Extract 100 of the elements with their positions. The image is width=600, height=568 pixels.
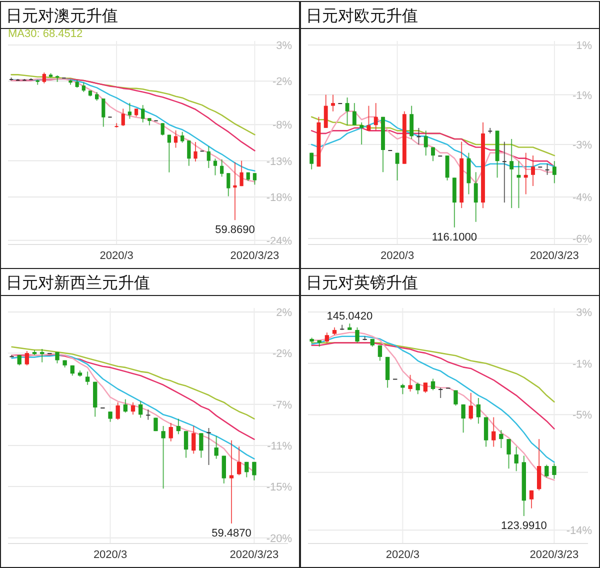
candlestick <box>180 131 184 144</box>
y-tick-label: -5% <box>572 410 592 422</box>
candlestick <box>484 416 488 448</box>
candlestick <box>176 418 181 435</box>
candlestick <box>236 446 242 476</box>
y-tick-label: 3% <box>276 40 292 52</box>
candlestick <box>121 108 125 127</box>
y-tick-label: 2% <box>276 307 292 319</box>
candlestick <box>128 102 132 120</box>
candlestick <box>536 438 542 491</box>
candlestick <box>454 390 458 406</box>
candlestick <box>502 141 506 204</box>
candlestick <box>24 350 30 366</box>
candlestick <box>506 438 511 470</box>
candlestick <box>130 402 136 416</box>
candlestick <box>324 94 328 128</box>
y-tick-label: -8% <box>272 120 292 132</box>
candlestick <box>233 162 237 221</box>
candlestick <box>514 446 518 472</box>
x-tick-label: 2020/3 <box>93 549 128 561</box>
y-tick-label: -18% <box>266 192 292 204</box>
candlestick <box>445 155 450 181</box>
candlestick <box>474 172 478 222</box>
x-tick-label: 2020/3/23 <box>530 549 579 561</box>
candlestick <box>408 374 412 392</box>
candlestick <box>184 430 188 458</box>
candlestick <box>374 102 378 132</box>
candlestick <box>324 332 330 344</box>
y-tick-label: -7% <box>272 399 292 412</box>
candlestick <box>395 152 400 181</box>
y-tick-label: -14% <box>566 525 592 538</box>
candlestick <box>345 97 350 126</box>
candlestick <box>174 130 178 148</box>
candlestick <box>220 158 224 178</box>
candlestick <box>385 356 390 388</box>
chart-title: 日元对英镑升值 <box>306 274 418 292</box>
candlestick <box>424 130 428 156</box>
y-tick-label: -6% <box>572 233 592 246</box>
candlestick <box>240 160 244 187</box>
y-tick-label: -15% <box>266 482 292 494</box>
candlestick <box>167 134 171 173</box>
candlestick <box>430 378 436 391</box>
candlestick <box>168 422 173 442</box>
candlestick <box>360 122 364 145</box>
candlestick <box>161 425 166 490</box>
candlestick <box>214 436 218 460</box>
y-tick-label: -1% <box>572 358 592 370</box>
y-tick-label: -13% <box>266 156 292 168</box>
candlestick <box>423 382 428 394</box>
chart-title: 日元对新西兰元升值 <box>6 274 150 292</box>
candlestick <box>82 82 86 93</box>
candlestick <box>510 138 514 209</box>
candlestick <box>331 94 335 112</box>
candlestick <box>194 141 198 162</box>
candlestick <box>310 152 314 170</box>
candlestick <box>252 172 257 186</box>
candlestick <box>529 490 534 509</box>
candlestick <box>108 411 112 422</box>
y-tick-label: -2% <box>272 348 292 360</box>
candlestick <box>116 402 120 420</box>
candlestick <box>400 383 405 395</box>
annotation: 145.0420 <box>326 310 373 323</box>
annotation: 123.9910 <box>500 520 547 532</box>
candlestick <box>476 397 481 424</box>
candlestick <box>544 464 549 478</box>
chart-title: 日元对欧元升值 <box>306 7 418 25</box>
candlestick <box>416 382 420 395</box>
candlestick <box>545 163 550 176</box>
y-tick-label: 1% <box>576 40 592 52</box>
candlestick <box>492 416 496 448</box>
line-series <box>11 346 255 420</box>
candlestick <box>199 432 204 458</box>
candlestick <box>352 102 356 126</box>
candlestick <box>499 430 504 449</box>
candlestick <box>461 404 466 434</box>
x-tick-label: 2020/3 <box>386 549 420 561</box>
y-tick-label: -11% <box>267 440 292 452</box>
candlestick <box>213 158 218 176</box>
candlestick <box>17 354 22 366</box>
candlestick <box>160 122 164 136</box>
x-tick-label: 2020/3/23 <box>230 549 279 561</box>
candlestick <box>85 371 90 386</box>
y-tick-label: -4% <box>572 192 592 204</box>
y-tick-label: -1% <box>572 90 592 102</box>
candlestick <box>206 146 210 169</box>
x-tick-label: 2020/3/23 <box>530 250 579 262</box>
y-tick-label: -2% <box>272 76 292 88</box>
x-tick-label: 2020/3 <box>100 250 134 262</box>
y-tick-label: -20% <box>266 532 292 545</box>
candlestick <box>123 398 128 414</box>
candlestick <box>154 417 158 432</box>
candlestick <box>244 461 249 478</box>
candlestick <box>378 344 382 362</box>
candlestick <box>42 72 46 84</box>
annotation: 59.4870 <box>212 527 252 540</box>
candlestick <box>252 461 256 481</box>
chart-title: 日元对澳元升值 <box>6 7 118 25</box>
candlestick <box>138 400 143 418</box>
candlestick <box>355 326 360 344</box>
x-tick-label: 2020/3/23 <box>230 250 280 262</box>
